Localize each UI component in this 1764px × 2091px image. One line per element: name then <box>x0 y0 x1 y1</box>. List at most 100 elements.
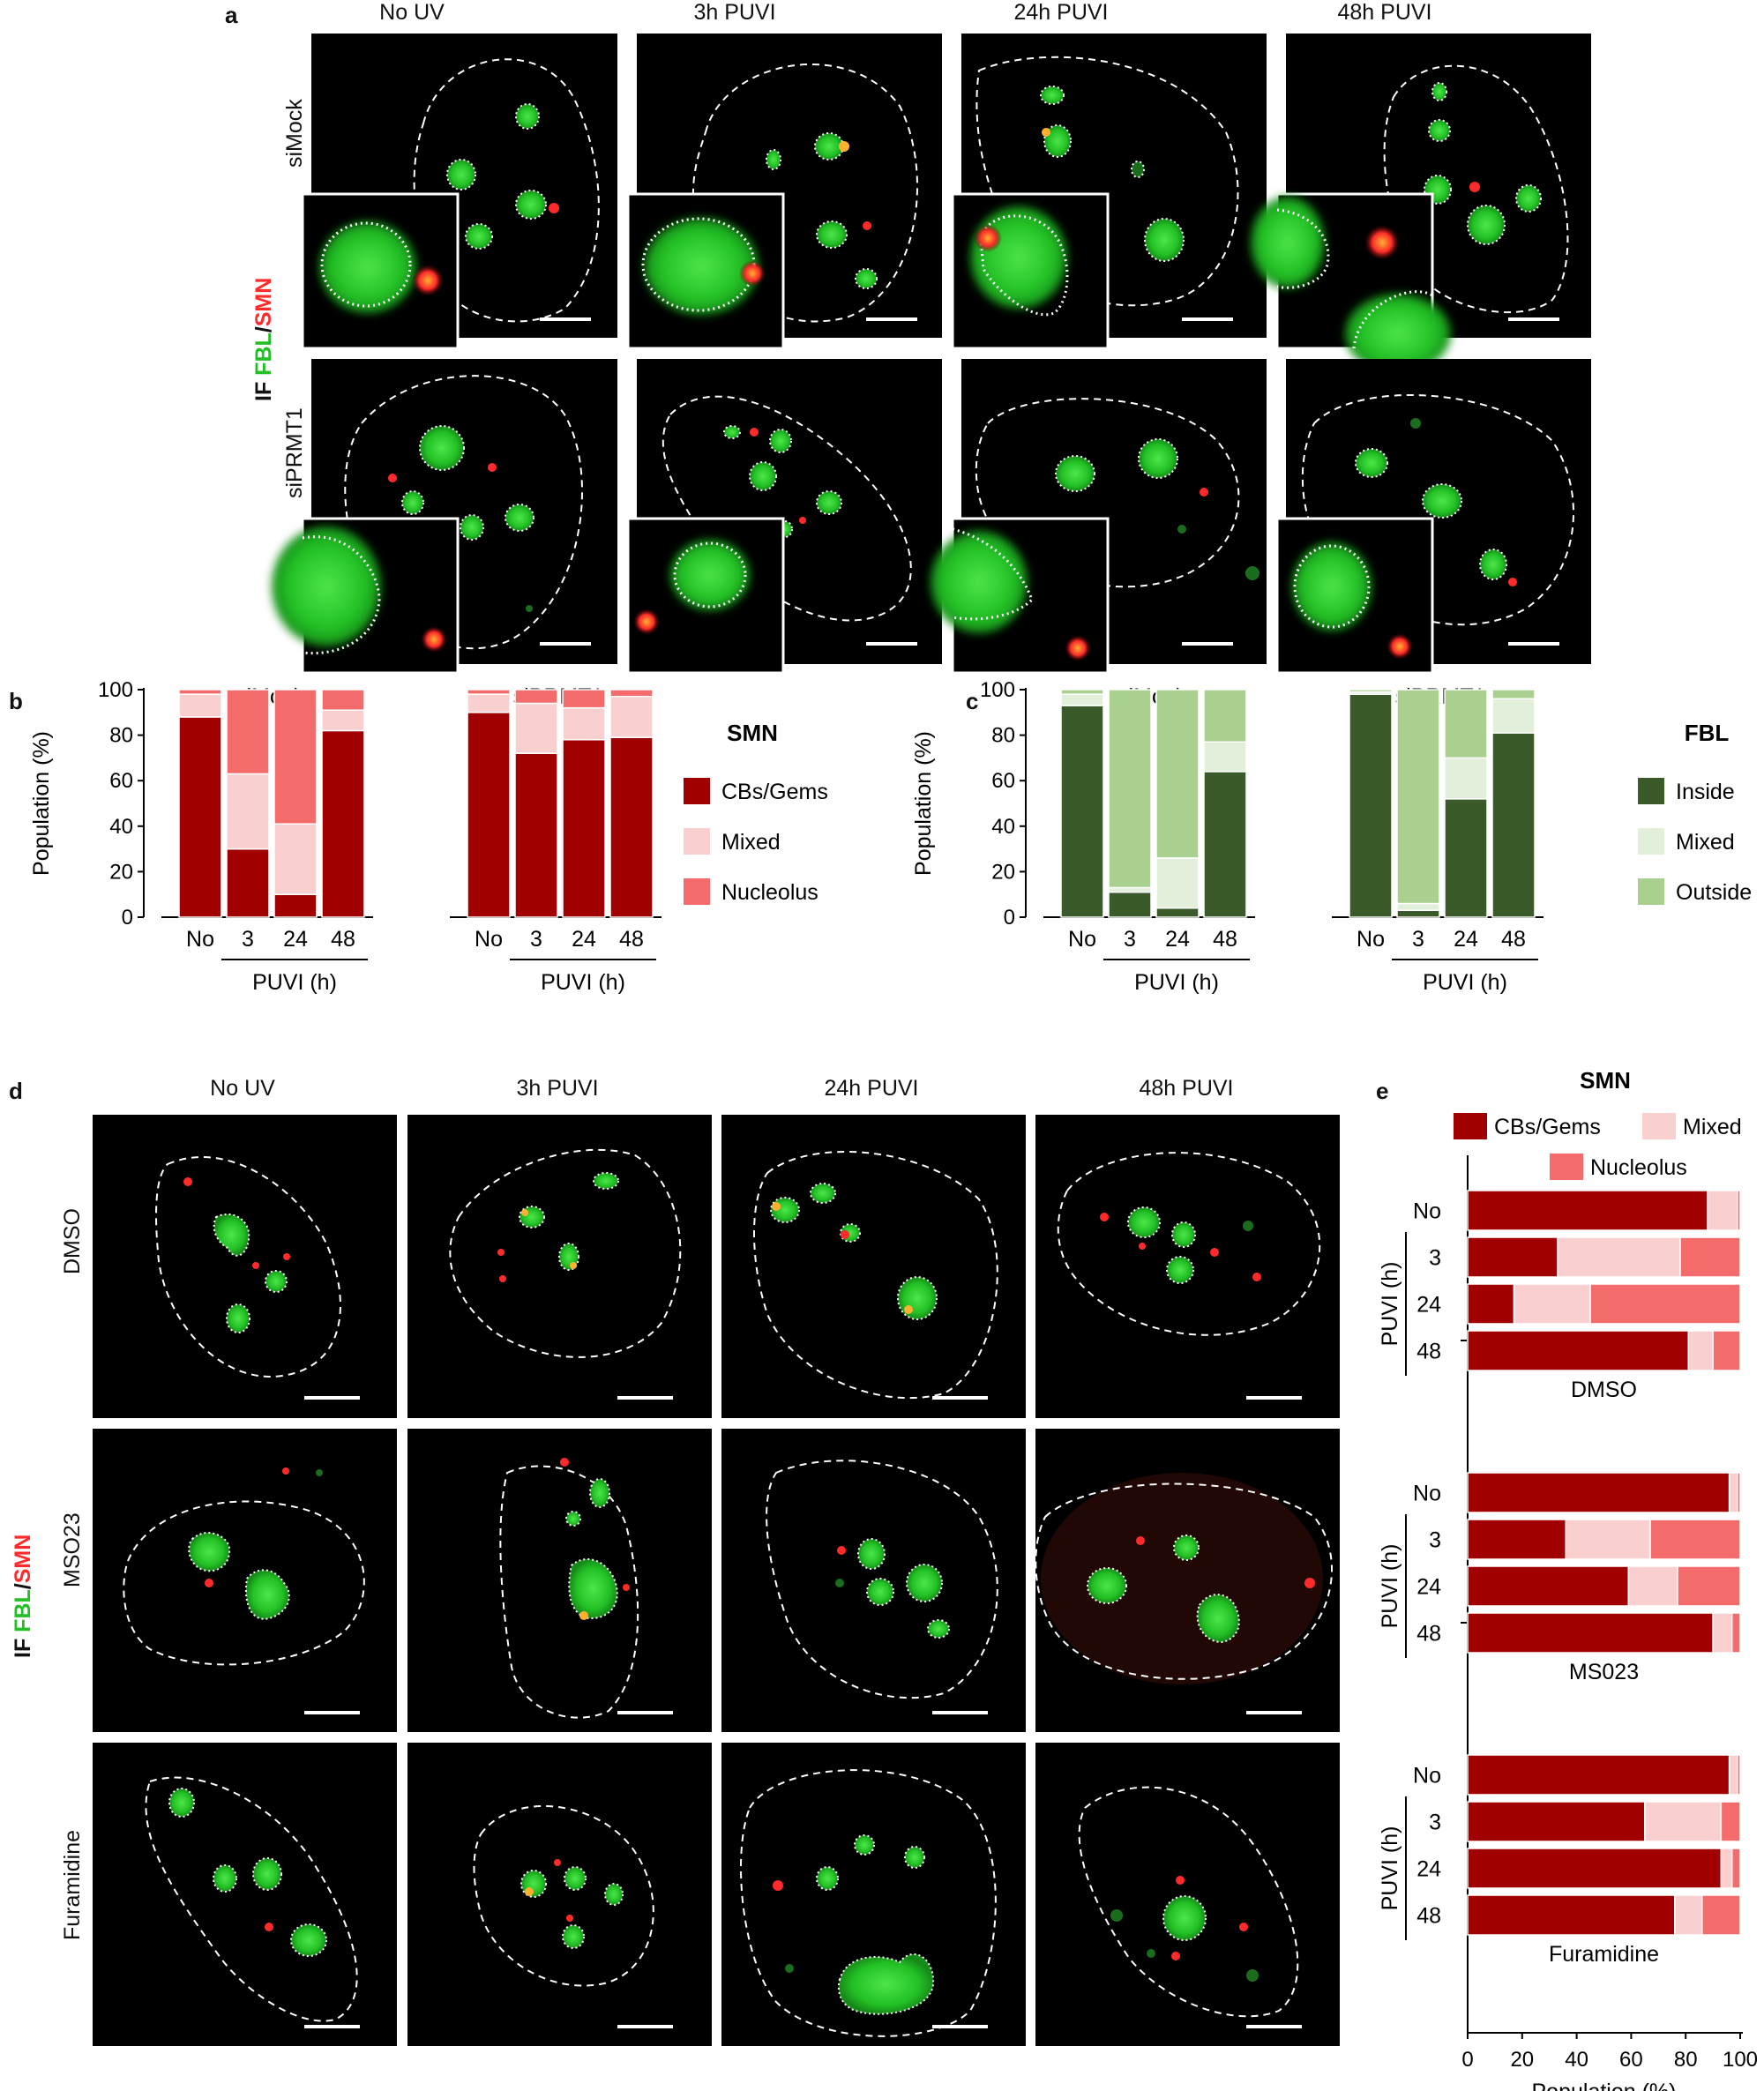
bar-segment <box>609 695 654 738</box>
micrograph-simock-24h <box>951 34 1267 350</box>
bar-segment <box>1155 689 1200 859</box>
bar-segment <box>1444 798 1488 918</box>
micrograph-simock-nouv <box>301 34 617 350</box>
micrograph-siprmt1-24h <box>931 359 1267 675</box>
bar-segment <box>1155 907 1200 918</box>
legend-label: CBs/Gems <box>1494 1115 1601 1139</box>
bar-segment <box>1467 1283 1515 1325</box>
bar-segment <box>1730 1848 1741 1889</box>
bar-segment <box>1720 1801 1741 1842</box>
legend-swatch <box>1638 778 1664 804</box>
bar-segment <box>1108 689 1152 889</box>
panel-a-col-title-1: No UV <box>379 0 445 25</box>
bar-segment <box>1513 1283 1591 1325</box>
bar-segment <box>1712 1330 1741 1371</box>
x-tick-label: 3 <box>242 927 254 952</box>
bar-segment <box>1674 1894 1703 1936</box>
y-tick-label: 100 <box>980 679 1015 702</box>
bar-segment <box>562 706 606 741</box>
legend-swatch <box>684 878 710 905</box>
panel-letter-d: d <box>9 1078 23 1104</box>
micrograph-mso23-48h <box>1035 1429 1340 1732</box>
bar-segment <box>1444 757 1488 800</box>
x-tick-label: 48 <box>331 927 355 952</box>
y-tick-label: 0 <box>122 906 133 930</box>
bar-segment <box>1467 1754 1730 1796</box>
bar-segment <box>1491 698 1536 734</box>
y-tick-label: 48 <box>1416 1340 1441 1364</box>
x-tick-label: 60 <box>1619 2048 1643 2072</box>
bar-segment <box>1589 1283 1741 1325</box>
panel-d-col-title-2: 3h PUVI <box>516 1076 599 1101</box>
group-axis-label: PUVI (h) <box>1378 1544 1402 1629</box>
bar-segment <box>1467 1330 1690 1371</box>
panel-a-col-title-4: 48h PUVI <box>1337 0 1432 25</box>
bar-segment <box>273 689 318 825</box>
x-tick-label: 80 <box>1674 2048 1698 2072</box>
bar-segment <box>226 848 270 918</box>
micrograph-furamidine-3h <box>407 1743 712 2046</box>
y-tick-label: 48 <box>1416 1622 1441 1647</box>
x-tick-label: 3 <box>1412 927 1424 952</box>
bar-segment <box>1720 1848 1733 1889</box>
y-axis-label: Population (%) <box>911 731 936 876</box>
bar-segment <box>1349 693 1393 918</box>
micrograph-simock-48h <box>1251 34 1591 373</box>
bar-segment <box>1396 689 1440 905</box>
legend-label: Mixed <box>721 830 781 855</box>
x-tick-label: 24 <box>283 927 308 952</box>
bar-segment <box>1396 902 1440 912</box>
x-tick-label: 0 <box>1461 2048 1473 2072</box>
legend-label: Inside <box>1676 780 1735 804</box>
chart-title: SMN <box>1580 1067 1631 1094</box>
group-title: MS023 <box>1569 1660 1639 1684</box>
y-tick-label: 48 <box>1416 1904 1441 1929</box>
micrograph-furamidine-48h <box>1035 1743 1340 2046</box>
legend-swatch <box>1638 828 1664 855</box>
group-axis-label: PUVI (h) <box>252 970 337 995</box>
panel-d-col-title-1: No UV <box>210 1076 275 1101</box>
y-tick-label: 80 <box>109 724 133 748</box>
bar-segment <box>1060 705 1104 918</box>
bar-segment <box>1444 689 1488 759</box>
y-tick-label: 3 <box>1429 1528 1441 1553</box>
bar-segment <box>178 689 222 695</box>
micrograph-mso23-3h <box>407 1429 712 1732</box>
bar-segment <box>321 729 365 918</box>
y-tick-label: 40 <box>991 815 1015 839</box>
bar-segment <box>1700 1894 1741 1936</box>
bar-segment <box>562 739 606 918</box>
micrograph-mso23-nouv <box>93 1429 397 1732</box>
legend-title: FBL <box>1685 720 1730 746</box>
bar-segment <box>1467 1894 1676 1936</box>
bar-segment <box>467 712 511 918</box>
x-tick-label: 3 <box>530 927 542 952</box>
panel-a-col-title-3: 24h PUVI <box>1013 0 1109 25</box>
bar-segment <box>226 773 270 850</box>
bar-segment <box>609 736 654 918</box>
bar-segment <box>321 709 365 732</box>
legend-label: Nucleolus <box>1590 1155 1687 1180</box>
panel-d-col-title-4: 48h PUVI <box>1139 1076 1234 1101</box>
bar-segment <box>1649 1519 1741 1560</box>
group-axis-label: PUVI (h) <box>1134 970 1219 995</box>
micrograph-dmso-24h <box>721 1115 1026 1418</box>
legend-title: SMN <box>727 720 778 746</box>
panel-letter-c: c <box>966 688 979 714</box>
x-tick-label: 20 <box>1510 2048 1534 2072</box>
bar-segment <box>1679 1236 1741 1278</box>
bar-segment <box>514 752 558 918</box>
group-axis-label: PUVI (h) <box>1378 1262 1402 1347</box>
group-title: DMSO <box>1571 1378 1637 1402</box>
x-tick-label: 40 <box>1565 2048 1588 2072</box>
bar-segment <box>1687 1330 1714 1371</box>
y-tick-label: 60 <box>991 769 1015 793</box>
bar-segment <box>1467 1612 1714 1654</box>
micrograph-furamidine-nouv <box>93 1743 397 2046</box>
bar-segment <box>1060 689 1104 695</box>
panel-d-col-title-3: 24h PUVI <box>824 1076 919 1101</box>
bar-segment <box>1467 1519 1566 1560</box>
y-tick-label: 3 <box>1429 1246 1441 1271</box>
